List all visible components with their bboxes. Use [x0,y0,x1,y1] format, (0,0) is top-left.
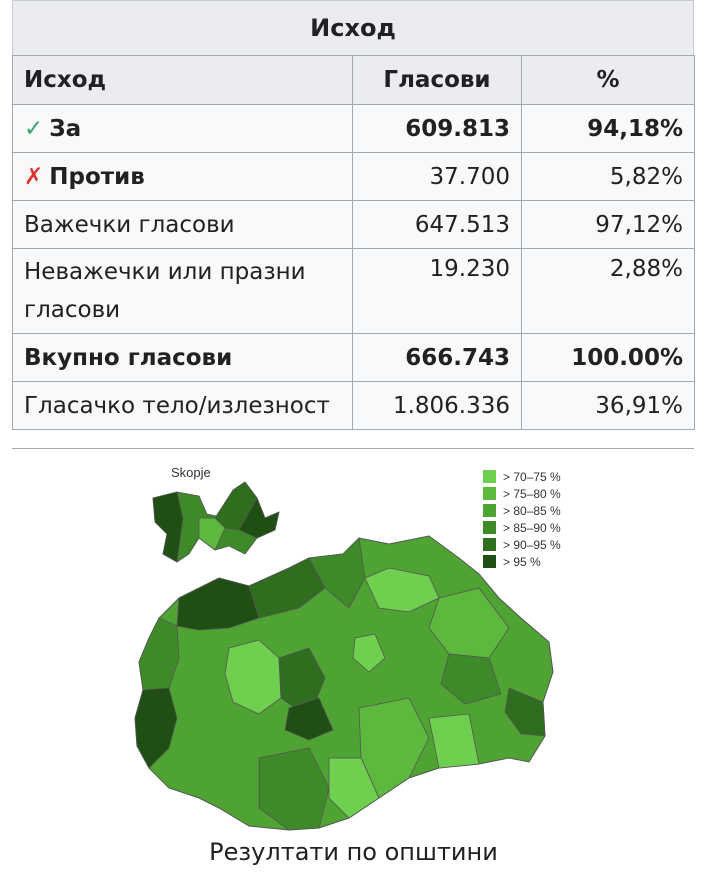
legend-label: > 85–90 % [503,521,561,535]
row-label: Гласачко тело/излезност [12,381,353,430]
inset-label: Skopje [171,465,211,480]
row-votes: 37.700 [352,152,522,201]
row-label: ✗ Против [12,152,353,201]
municipality [428,713,480,769]
row-votes: 666.743 [352,333,522,382]
row-percent: 2,88% [521,248,695,334]
municipality [440,653,502,705]
row-percent: 100.00% [521,333,695,382]
row-percent: 5,82% [521,152,695,201]
municipality [328,757,380,819]
header-votes: Гласови [352,55,522,105]
row-votes: 647.513 [352,200,522,249]
skopje-municipality [238,497,280,539]
table-row: Вкупно гласови 666.743 100.00% [12,333,695,382]
map-caption: Резултати по општини [209,838,498,866]
legend-swatch [483,555,496,568]
legend-swatch [483,504,496,517]
legend-label: > 70–75 % [503,470,561,484]
skopje-municipality [152,491,184,563]
legend-label: > 75–80 % [503,487,561,501]
row-label: Важечки гласови [12,200,353,249]
municipality [258,747,330,831]
municipality [176,577,260,631]
row-label: Вкупно гласови [12,333,353,382]
row-label: Неважечки или празни гласови [12,248,353,334]
municipality [284,697,334,741]
separator [12,448,694,449]
table-row: Важечки гласови 647.513 97,12% [12,200,695,249]
legend-swatch [483,470,496,483]
header-outcome: Исход [12,55,353,105]
row-votes: 1.806.336 [352,381,522,430]
legend-label: > 80–85 % [503,504,561,518]
row-percent: 36,91% [521,381,695,430]
cross-icon: ✗ [24,163,44,190]
municipality [224,639,282,715]
header-row: Исход Гласови % [12,55,695,105]
table-row: Гласачко тело/излезност 1.806.336 36,91% [12,381,695,430]
legend-swatch [483,538,496,551]
table-row: ✓ За 609.813 94,18% [12,104,695,153]
row-votes: 19.230 [352,248,522,334]
referendum-infobox: Исход Исход Гласови % ✓ За 609.813 94,18%… [12,0,695,430]
results-map[interactable]: Skopje > 70–75 % > 75–80 % > 80–85 % > 8… [129,458,569,838]
skopje-municipality [198,517,226,551]
table-row: ✗ Против 37.700 5,82% [12,152,695,201]
map-legend: > 70–75 % > 75–80 % > 80–85 % > 85–90 % … [483,470,561,569]
municipality [504,687,546,737]
row-percent: 97,12% [521,200,695,249]
municipality [138,617,180,691]
row-votes: 609.813 [352,104,522,153]
legend-swatch [483,521,496,534]
row-label: ✓ За [12,104,353,153]
check-icon: ✓ [24,115,44,142]
row-percent: 94,18% [521,104,695,153]
table-row: Неважечки или празни гласови 19.230 2,88… [12,248,695,334]
municipality [134,687,178,769]
municipality [352,633,386,673]
legend-label: > 90–95 % [503,538,561,552]
results-table: Исход Гласови % ✓ За 609.813 94,18% ✗ Прот… [12,55,695,430]
legend-swatch [483,487,496,500]
header-percent: % [521,55,695,105]
legend-label: > 95 % [503,555,541,569]
infobox-title: Исход [12,0,694,55]
